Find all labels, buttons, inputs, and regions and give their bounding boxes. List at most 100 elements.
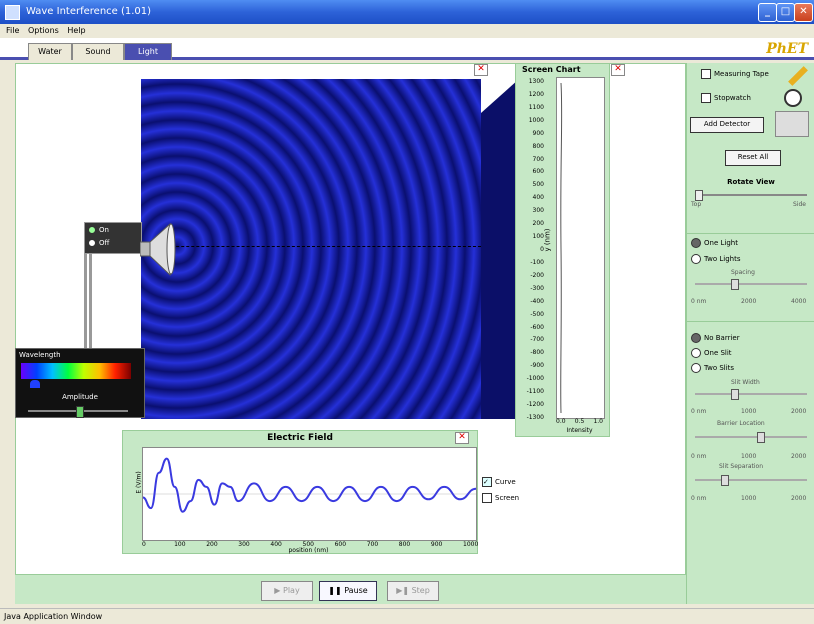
slit-tick: 2000 (791, 408, 807, 415)
rotate-view-label: Rotate View (727, 178, 775, 186)
close-icon[interactable]: ✕ (611, 64, 625, 76)
wavelength-title: Wavelength (19, 351, 61, 359)
light-off-label: Off (99, 239, 110, 247)
y-tick: -1100 (526, 388, 544, 396)
y-tick: -800 (530, 349, 544, 357)
wave-field (141, 79, 481, 419)
minimize-button[interactable]: _ (758, 3, 777, 22)
close-icon[interactable]: ✕ (455, 432, 469, 444)
wavelength-spectrum-slider[interactable] (21, 363, 131, 379)
two-lights-radio[interactable]: Two Lights (691, 254, 740, 264)
one-light-radio[interactable]: One Light (691, 238, 738, 248)
x-tick: 0.0 (556, 418, 566, 425)
radio-dot (691, 333, 701, 343)
y-tick: 800 (532, 142, 544, 150)
checkbox-box (482, 493, 492, 503)
curve-checkbox[interactable]: ✓ Curve (482, 477, 516, 487)
y-tick: -1200 (526, 401, 544, 409)
add-detector-button[interactable]: Add Detector (690, 117, 764, 133)
efield-series-line (142, 457, 477, 513)
tab-water[interactable]: Water (28, 43, 72, 60)
menu-bar: File Options Help (0, 24, 814, 38)
menu-file[interactable]: File (6, 26, 20, 35)
close-button[interactable]: ✕ (794, 3, 813, 22)
rotate-view-knob[interactable] (695, 190, 703, 201)
slit-width-track[interactable] (695, 393, 807, 395)
maximize-button[interactable]: □ (776, 3, 795, 22)
stopwatch-label: Stopwatch (714, 94, 751, 102)
wavelength-thumb[interactable] (30, 380, 40, 388)
y-tick: 1200 (528, 90, 544, 98)
x-tick: 100 (174, 541, 186, 548)
divider (687, 321, 814, 322)
detector-icon (775, 111, 809, 137)
light-on-option[interactable]: On (88, 226, 109, 234)
spacing-knob[interactable] (731, 279, 739, 290)
y-tick: -400 (530, 297, 544, 305)
light-cable (84, 254, 92, 354)
measuring-tape-checkbox[interactable]: Measuring Tape (701, 69, 769, 79)
efield-plot (142, 447, 477, 541)
menu-options[interactable]: Options (27, 26, 59, 35)
screen-chart-xticks: 0.0 0.5 1.0 (556, 418, 603, 425)
slit-width-knob[interactable] (731, 389, 739, 400)
slit-tick: 1000 (741, 453, 757, 460)
slit-separation-track[interactable] (695, 479, 807, 481)
playback-bar: ▶ Play ❚❚ Pause ▶❚ Step (15, 575, 686, 604)
light-switch-box: On Off (84, 222, 142, 254)
screen-checkbox[interactable]: Screen (482, 493, 519, 503)
one-light-label: One Light (704, 239, 738, 247)
spacing-tick: 0 nm (691, 298, 707, 305)
spacing-label: Spacing (731, 269, 755, 276)
screen-chart-panel: Screen Chart ✕ 1300 1200 1100 1000 900 800 700… (515, 63, 625, 437)
close-icon[interactable]: ✕ (474, 64, 488, 76)
screen-chart-plot (556, 77, 605, 419)
x-tick: 1.0 (593, 418, 603, 425)
play-button[interactable]: ▶ Play (261, 581, 313, 601)
tab-light[interactable]: Light (124, 43, 172, 60)
status-bar: Java Application Window (0, 608, 814, 624)
x-tick: 200 (206, 541, 218, 548)
barrier-location-knob[interactable] (757, 432, 765, 443)
slit-tick: 2000 (791, 495, 807, 502)
y-tick: 1000 (528, 116, 544, 124)
efield-ylabel: E (V/m) (135, 471, 143, 494)
electric-field-panel: Electric Field ✕ E (V/m) 0 100 200 300 400 50… (122, 430, 478, 554)
pause-button[interactable]: ❚❚ Pause (319, 581, 377, 601)
y-tick: -300 (530, 284, 544, 292)
stopwatch-checkbox[interactable]: Stopwatch (701, 93, 751, 103)
barrier-location-track[interactable] (695, 436, 807, 438)
screen-label: Screen (495, 494, 520, 502)
slit-tick: 0 nm (691, 495, 707, 502)
wave-field-side (481, 79, 519, 419)
x-tick: 900 (430, 541, 443, 548)
slit-separation-knob[interactable] (721, 475, 729, 486)
light-off-option[interactable]: Off (88, 239, 109, 247)
slit-tick: 1000 (741, 408, 757, 415)
no-barrier-radio[interactable]: No Barrier (691, 333, 740, 343)
spacing-track[interactable] (695, 283, 807, 285)
amplitude-thumb[interactable] (76, 406, 84, 418)
y-tick: 500 (532, 181, 544, 189)
x-tick: 300 (238, 541, 250, 548)
y-tick: -1300 (526, 414, 544, 421)
slit-separation-label: Slit Separation (719, 463, 764, 470)
measuring-tape-icon (788, 66, 808, 86)
barrier-location-label: Barrier Location (717, 420, 765, 427)
two-slits-radio[interactable]: Two Slits (691, 363, 734, 373)
one-slit-radio[interactable]: One Slit (691, 348, 732, 358)
divider (687, 233, 814, 234)
step-button[interactable]: ▶❚ Step (387, 581, 439, 601)
menu-help[interactable]: Help (67, 26, 86, 35)
y-tick: 700 (532, 155, 544, 163)
x-tick: 0 (142, 541, 146, 548)
reset-all-button[interactable]: Reset All (725, 150, 781, 166)
rotate-view-track[interactable] (695, 194, 807, 196)
tab-sound[interactable]: Sound (72, 43, 124, 60)
lamp-icon[interactable] (140, 222, 178, 277)
y-tick: -200 (530, 271, 544, 279)
spacing-tick: 4000 (791, 298, 807, 305)
y-tick: -600 (530, 323, 544, 331)
slit-width-label: Slit Width (731, 379, 760, 386)
y-tick: -1000 (526, 375, 544, 383)
